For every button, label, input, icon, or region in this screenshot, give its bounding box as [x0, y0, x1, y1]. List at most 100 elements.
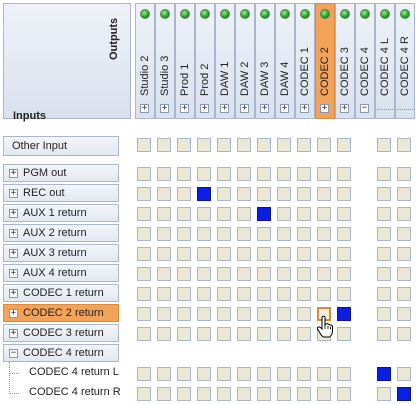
crosspoint[interactable]: [177, 138, 191, 152]
crosspoint[interactable]: [157, 207, 171, 221]
crosspoint[interactable]: [377, 167, 391, 181]
output-column-12[interactable]: CODEC 4 L: [375, 3, 395, 119]
crosspoint[interactable]: [157, 138, 171, 152]
crosspoint[interactable]: [137, 227, 151, 241]
crosspoint[interactable]: [157, 287, 171, 301]
input-row-3[interactable]: + AUX 2 return: [3, 224, 119, 242]
crosspoint[interactable]: [197, 367, 211, 381]
crosspoint[interactable]: [397, 187, 411, 201]
crosspoint[interactable]: [397, 307, 411, 321]
collapse-icon[interactable]: −: [9, 348, 18, 358]
crosspoint[interactable]: [377, 138, 391, 152]
crosspoint[interactable]: [217, 167, 231, 181]
crosspoint[interactable]: [197, 287, 211, 301]
expand-icon[interactable]: +: [9, 328, 18, 338]
crosspoint[interactable]: [377, 187, 391, 201]
crosspoint[interactable]: [297, 167, 311, 181]
expand-icon[interactable]: +: [280, 103, 289, 113]
crosspoint[interactable]: [217, 307, 231, 321]
other-input-row[interactable]: Other Input: [3, 136, 119, 156]
crosspoint[interactable]: [157, 367, 171, 381]
crosspoint[interactable]: [277, 327, 291, 341]
crosspoint[interactable]: [397, 207, 411, 221]
crosspoint[interactable]: [297, 138, 311, 152]
crosspoint[interactable]: [237, 207, 251, 221]
crosspoint[interactable]: [237, 327, 251, 341]
crosspoint[interactable]: [237, 138, 251, 152]
input-row-11[interactable]: CODEC 4 return R: [3, 384, 121, 402]
crosspoint[interactable]: [257, 327, 271, 341]
crosspoint[interactable]: [257, 387, 271, 401]
crosspoint[interactable]: [217, 267, 231, 281]
crosspoint[interactable]: [157, 247, 171, 261]
expand-icon[interactable]: +: [9, 208, 18, 218]
crosspoint[interactable]: [317, 207, 331, 221]
crosspoint[interactable]: [237, 367, 251, 381]
crosspoint[interactable]: [157, 387, 171, 401]
crosspoint[interactable]: [377, 287, 391, 301]
crosspoint[interactable]: [177, 367, 191, 381]
crosspoint[interactable]: [337, 227, 351, 241]
crosspoint[interactable]: [257, 267, 271, 281]
crosspoint[interactable]: [317, 247, 331, 261]
crosspoint[interactable]: [157, 187, 171, 201]
crosspoint[interactable]: [377, 387, 391, 401]
crosspoint[interactable]: [337, 167, 351, 181]
crosspoint[interactable]: [217, 387, 231, 401]
input-row-10[interactable]: CODEC 4 return L: [3, 364, 119, 382]
input-row-0[interactable]: + PGM out: [3, 164, 119, 182]
crosspoint[interactable]: [297, 387, 311, 401]
expand-icon[interactable]: +: [240, 103, 249, 113]
output-column-3[interactable]: Prod 2 +: [195, 3, 215, 119]
expand-icon[interactable]: +: [9, 228, 18, 238]
crosspoint[interactable]: [137, 167, 151, 181]
crosspoint[interactable]: [197, 207, 211, 221]
crosspoint[interactable]: [177, 187, 191, 201]
crosspoint[interactable]: [237, 387, 251, 401]
crosspoint[interactable]: [337, 267, 351, 281]
crosspoint[interactable]: [177, 227, 191, 241]
crosspoint-connected[interactable]: [257, 207, 271, 221]
crosspoint[interactable]: [177, 307, 191, 321]
input-row-6[interactable]: + CODEC 1 return: [3, 284, 119, 302]
crosspoint[interactable]: [297, 367, 311, 381]
crosspoint[interactable]: [237, 307, 251, 321]
crosspoint[interactable]: [317, 187, 331, 201]
expand-icon[interactable]: +: [340, 103, 349, 113]
crosspoint[interactable]: [277, 187, 291, 201]
crosspoint[interactable]: [237, 247, 251, 261]
crosspoint[interactable]: [277, 387, 291, 401]
expand-icon[interactable]: +: [140, 103, 149, 113]
crosspoint[interactable]: [377, 247, 391, 261]
crosspoint[interactable]: [297, 287, 311, 301]
crosspoint[interactable]: [337, 207, 351, 221]
crosspoint[interactable]: [317, 227, 331, 241]
crosspoint[interactable]: [257, 287, 271, 301]
crosspoint[interactable]: [397, 167, 411, 181]
input-row-8[interactable]: + CODEC 3 return: [3, 324, 119, 342]
crosspoint[interactable]: [397, 287, 411, 301]
crosspoint[interactable]: [137, 287, 151, 301]
crosspoint[interactable]: [237, 267, 251, 281]
crosspoint[interactable]: [277, 138, 291, 152]
crosspoint[interactable]: [257, 187, 271, 201]
crosspoint[interactable]: [157, 327, 171, 341]
crosspoint[interactable]: [137, 187, 151, 201]
crosspoint[interactable]: [237, 227, 251, 241]
crosspoint[interactable]: [317, 287, 331, 301]
input-row-9[interactable]: − CODEC 4 return: [3, 344, 119, 362]
crosspoint[interactable]: [157, 267, 171, 281]
crosspoint[interactable]: [157, 227, 171, 241]
input-row-7[interactable]: + CODEC 2 return: [3, 304, 119, 322]
crosspoint[interactable]: [277, 207, 291, 221]
crosspoint[interactable]: [297, 267, 311, 281]
expand-icon[interactable]: +: [9, 248, 18, 258]
crosspoint[interactable]: [217, 227, 231, 241]
crosspoint[interactable]: [317, 367, 331, 381]
crosspoint[interactable]: [197, 167, 211, 181]
crosspoint[interactable]: [137, 387, 151, 401]
output-column-1[interactable]: Studio 3 +: [155, 3, 175, 119]
output-column-11[interactable]: CODEC 4 −: [355, 3, 375, 119]
crosspoint[interactable]: [217, 327, 231, 341]
crosspoint[interactable]: [237, 287, 251, 301]
